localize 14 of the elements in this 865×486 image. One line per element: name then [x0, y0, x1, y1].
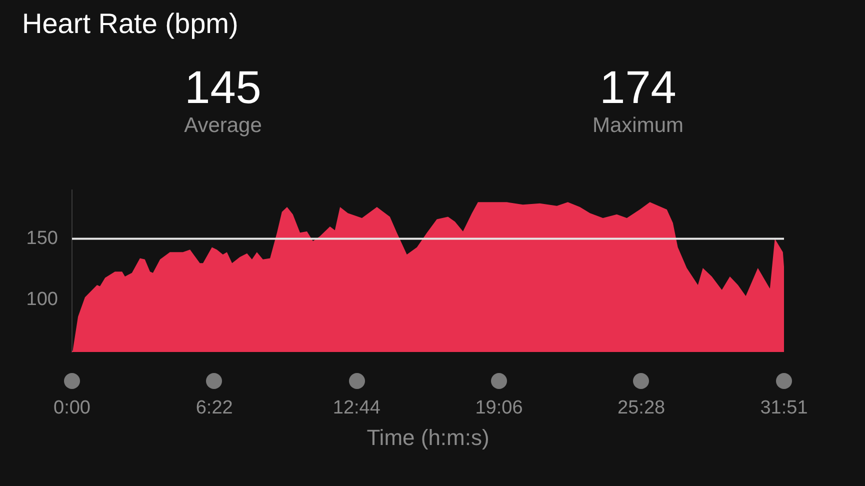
chart-title: Heart Rate (bpm) — [22, 8, 238, 40]
y-tick-label: 100 — [26, 288, 58, 310]
x-tick-label: 25:28 — [618, 398, 666, 419]
x-tick-label: 6:22 — [196, 398, 233, 419]
x-tick-label: 19:06 — [475, 398, 523, 419]
x-tick-label: 0:00 — [54, 398, 90, 419]
text: Maximum — [591, 114, 684, 138]
text: 174 — [598, 60, 678, 114]
text: Average — [183, 114, 263, 138]
x-tick-label: 31:51 — [760, 398, 808, 419]
y-tick-label: 150 — [26, 228, 58, 249]
x-tick-label: 12:44 — [332, 398, 381, 419]
x-axis-title: Time (h:m:s) — [366, 424, 490, 450]
text: 145 — [184, 60, 262, 114]
